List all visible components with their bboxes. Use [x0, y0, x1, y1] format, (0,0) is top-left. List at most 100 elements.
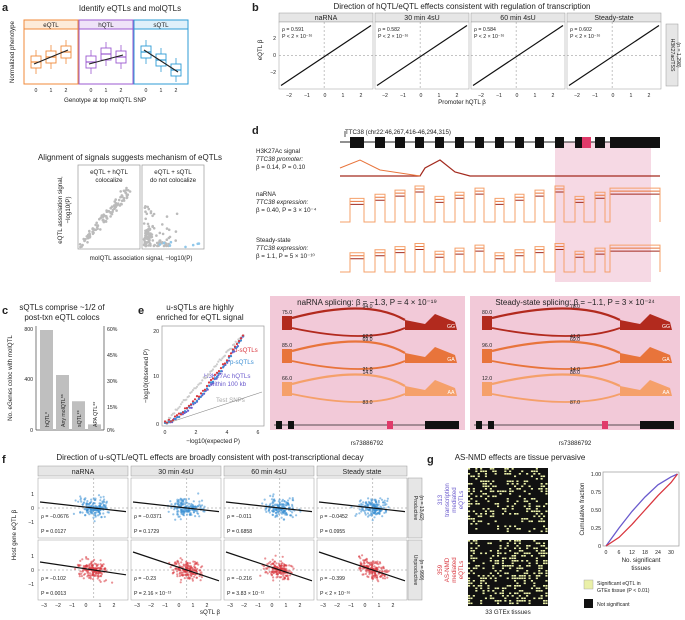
coloc-point	[95, 221, 98, 225]
sqtl-point	[358, 555, 361, 558]
regression-line	[568, 25, 660, 86]
heat-cell-sig	[509, 565, 512, 567]
heat-cell-sig	[494, 562, 497, 565]
sqtl-point	[79, 497, 83, 500]
sqtl-point	[358, 503, 361, 506]
coloc-point	[102, 213, 105, 216]
sqtl-point	[259, 574, 262, 577]
sqtl-point	[199, 569, 202, 572]
sqtl-point	[193, 563, 196, 566]
heat-cell-sig	[523, 582, 526, 585]
heat-cell-sig	[480, 480, 483, 483]
sqtl-point	[263, 498, 266, 501]
sqtl-point	[279, 566, 282, 569]
sqtl-point	[186, 571, 189, 575]
heat-cell-sig	[506, 542, 509, 545]
sqtl-point	[283, 518, 286, 521]
sqtl-point	[179, 557, 182, 560]
qq-frame	[161, 325, 265, 427]
sqtl-point	[278, 503, 281, 506]
panel-a-title: Identify eQTLs and molQTLs	[79, 4, 181, 13]
coloc-point	[115, 209, 118, 212]
panel-label-a: a	[2, 2, 9, 14]
heat-cell-sig	[492, 485, 495, 488]
sqtl-point	[169, 566, 172, 569]
heat-cell-sig	[543, 520, 546, 523]
heat-cell-sig	[540, 572, 543, 575]
heat-cell-sig	[484, 513, 487, 515]
heat-cell-sig	[535, 500, 538, 503]
exon	[535, 137, 544, 148]
bar-2	[72, 401, 85, 430]
heat-cell-sig	[523, 483, 526, 485]
heat-cell-sig	[487, 500, 490, 503]
sqtl-point	[184, 566, 187, 569]
facet-sqtl-label: sQTL	[153, 22, 169, 29]
sqtl-point	[170, 506, 173, 509]
heat-cell-sig	[497, 587, 500, 590]
panel-b-xtick: 0	[612, 93, 615, 99]
heat-cell-sig	[475, 470, 478, 473]
scatter-ylabel-1: eQTL association signal,	[57, 176, 64, 244]
heat-cell-sig	[518, 565, 521, 567]
heat-cell-sig	[528, 485, 531, 488]
sqtl-point	[361, 554, 364, 557]
panel-c-ytick-400: 400	[24, 377, 33, 383]
coloc-point	[109, 206, 112, 210]
heat-cell-sig	[468, 577, 471, 580]
heat-cell-sig	[487, 575, 490, 577]
coloc-point	[147, 238, 151, 241]
heat-cell-sig	[506, 572, 509, 575]
sqtl-point	[265, 567, 268, 570]
panel-f-ylabel: Host gene eQTL β	[11, 509, 18, 560]
sqtl-point	[91, 564, 94, 567]
heat-cell-sig	[506, 505, 509, 508]
junction-count: 14.0	[570, 367, 580, 373]
heat-cell-sig	[504, 525, 507, 528]
sqtl-point	[91, 572, 94, 575]
heat-cell-sig	[523, 480, 526, 483]
sqtl-point	[88, 503, 91, 506]
coloc-point	[167, 236, 171, 240]
qq-p-sqtls	[221, 366, 225, 369]
sqtl-point	[370, 512, 373, 515]
sqtl-point	[93, 511, 96, 514]
genotype-label: GA	[662, 357, 670, 363]
sqtl-point	[191, 567, 194, 570]
qq-test-snps	[211, 368, 215, 371]
genotype-label: GA	[447, 357, 455, 363]
junction-count: 21.0	[362, 367, 372, 373]
panel-label-b: b	[252, 2, 259, 14]
heat-cell-sig	[528, 505, 531, 508]
sqtl-point	[377, 563, 380, 566]
sqtl-point	[92, 578, 95, 581]
genotype-label: GG	[447, 324, 455, 330]
exon	[475, 137, 484, 148]
qq-u-sqtls	[227, 355, 231, 358]
heat-cell-sig	[484, 510, 487, 513]
heat-cell-sig	[477, 585, 480, 587]
sqtl-point	[87, 558, 90, 561]
qq-test-snps	[233, 343, 236, 346]
sqtl-point	[382, 506, 386, 509]
heat-cell-sig	[530, 475, 533, 478]
sqtl-point	[172, 571, 175, 574]
heat-cell-sig	[518, 590, 521, 592]
sqtl-point	[85, 557, 88, 560]
g-top-label-2: transcription	[444, 483, 451, 517]
heat-cell-sig	[533, 540, 536, 542]
sqtl-point	[92, 497, 95, 500]
heat-cell-sig	[499, 493, 502, 495]
f-xtick: −2	[148, 603, 154, 609]
heat-cell-sig	[470, 557, 473, 560]
heat-cell-sig	[533, 547, 536, 550]
qq-u-sqtls	[239, 337, 243, 340]
sqtl-point	[167, 510, 170, 513]
heat-cell-sig	[482, 508, 485, 510]
coloc-point	[151, 239, 155, 242]
heat-cell-sig	[511, 595, 514, 597]
qq-p-sqtls	[197, 397, 201, 400]
panel-b-facet-name: 30 min 4sU	[404, 15, 439, 22]
qq-u-sqtls	[185, 406, 189, 410]
sqtl-point	[89, 572, 92, 575]
